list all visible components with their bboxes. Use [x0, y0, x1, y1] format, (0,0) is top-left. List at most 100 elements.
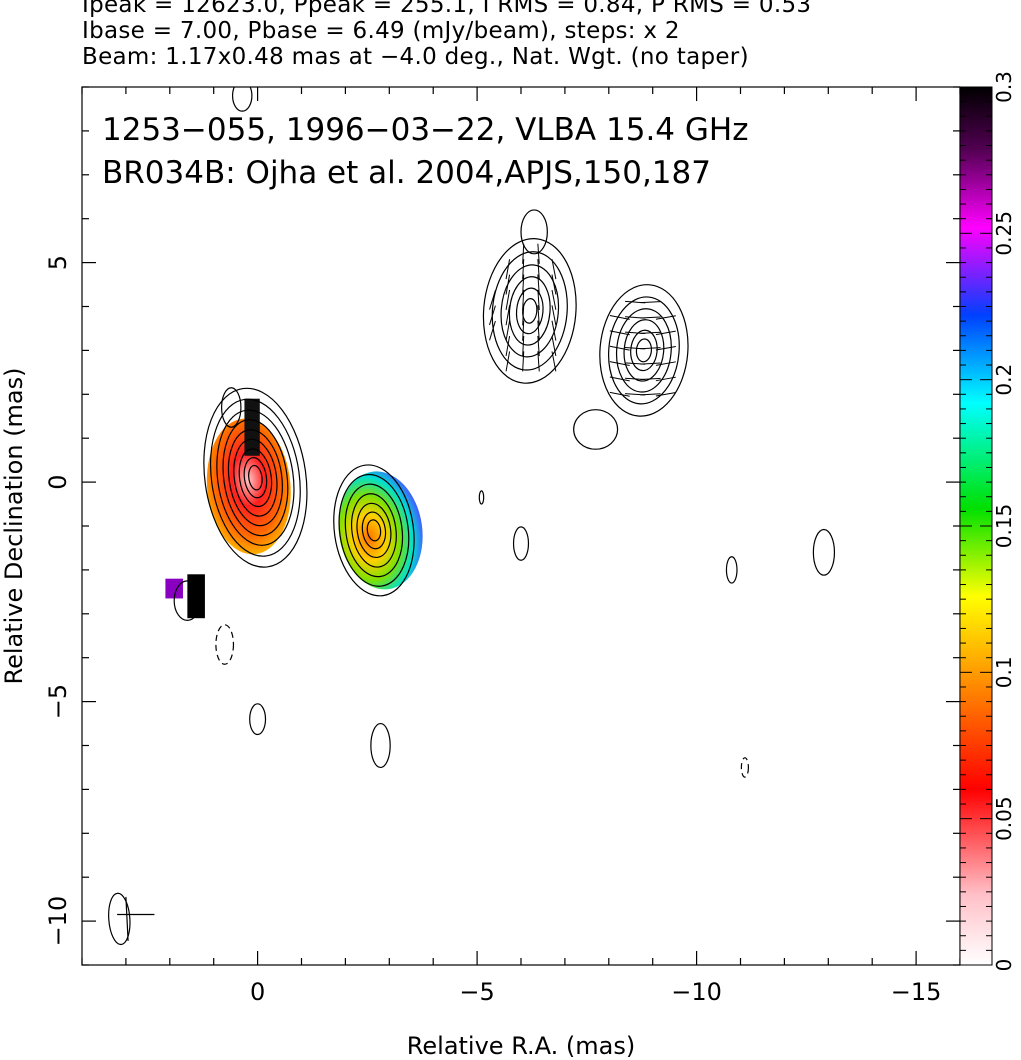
polarization-vector [522, 243, 525, 264]
noise-contour [249, 703, 267, 736]
polarization-vector [625, 393, 646, 396]
chart-subtitle: BR034B: Ojha et al. 2004,APJS,150,187 [102, 155, 711, 191]
polarization-vector [609, 391, 630, 397]
polarization-vector [522, 320, 525, 341]
fractional-polarization-colormap [165, 398, 423, 619]
y-tick-label: 5 [44, 255, 72, 270]
noise-contour [512, 526, 530, 561]
polarization-vector [537, 351, 540, 372]
core-edge-pixels [244, 398, 260, 456]
plot-frame [81, 86, 961, 966]
gap-pixels [165, 578, 183, 599]
total-intensity-contours [173, 87, 836, 778]
polarization-vector [625, 331, 646, 335]
knot-a-contour [500, 264, 560, 358]
polarization-vector [537, 320, 540, 341]
knot-a-contour [508, 276, 551, 346]
header-line-2: Ibase = 7.00, Pbase = 6.49 (mJy/beam), s… [82, 18, 680, 44]
polarization-vector [609, 361, 630, 366]
jet-contour [344, 483, 404, 578]
beam-major-axis [125, 896, 129, 941]
polarization-vector [537, 259, 540, 280]
polarization-vector [522, 289, 525, 311]
core-polarization-patch [206, 418, 291, 555]
core-contour [233, 438, 278, 517]
polarization-vector [655, 315, 676, 320]
polarization-vector [655, 392, 676, 397]
polarization-vector [609, 376, 630, 382]
polarization-vector [551, 320, 557, 341]
polarization-vector [551, 351, 557, 372]
x-axis-label: Relative R.A. (mas) [407, 1032, 635, 1060]
polarization-vector [625, 362, 646, 365]
noise-contour [215, 624, 235, 665]
polarization-vector [537, 274, 540, 295]
knot-b-contour [608, 296, 680, 405]
knot-a-contour [522, 298, 538, 324]
core-contour [227, 429, 283, 527]
polarization-vector [609, 345, 630, 351]
polarization-vector [522, 274, 525, 295]
core-contour [222, 419, 289, 537]
polarization-vector [551, 274, 557, 295]
jet-contour [356, 502, 392, 559]
noise-contour [231, 87, 253, 112]
polarization-vector [625, 377, 646, 381]
header-line-3: Beam: 1.17x0.48 mas at −4.0 deg., Nat. W… [82, 44, 749, 70]
core-contour [216, 409, 295, 546]
jet-contour [333, 464, 415, 597]
jet-contour [338, 473, 410, 587]
polarization-vector [609, 315, 630, 320]
polarization-vector [489, 290, 496, 310]
polarization-vector [522, 351, 525, 372]
knot-b-contour [630, 329, 658, 372]
x-tick-label: −10 [671, 978, 722, 1006]
polarization-vector [609, 330, 630, 336]
polarization-vector [551, 259, 557, 280]
chart-title: 1253−055, 1996−03−22, VLBA 15.4 GHz [102, 112, 748, 148]
polarization-vector [489, 305, 496, 326]
polarization-vectors [489, 243, 676, 397]
core-contour [238, 448, 273, 508]
gap-pixels [187, 574, 205, 619]
polarization-vector [655, 361, 676, 366]
beam-shape [108, 892, 131, 946]
knot-b-contour [623, 319, 665, 382]
jet-contour [361, 511, 387, 550]
polarization-vector [505, 289, 511, 310]
x-tick-label: −15 [891, 978, 942, 1006]
x-tick-label: −5 [459, 978, 494, 1006]
polarization-vector [505, 351, 511, 372]
y-axis-label: Relative Declination (mas) [0, 367, 28, 684]
knot-b-contour [599, 284, 689, 417]
colorbar-label: 0.15 [992, 504, 1016, 549]
noise-contour [221, 387, 242, 428]
colorbar-label: 0.2 [992, 364, 1016, 396]
x-tick-label: 0 [250, 978, 265, 1006]
axis-ticks [81, 86, 961, 966]
colorbar-label: 0.3 [992, 71, 1016, 103]
polarization-vector [655, 330, 676, 336]
core-contour [209, 398, 301, 557]
polarization-vector [551, 305, 557, 326]
knot-b-extension-contour [573, 409, 619, 450]
core-contour [248, 464, 263, 491]
colorbar-ticks [960, 86, 992, 966]
beam-ellipse [108, 892, 155, 946]
polarization-vector [537, 243, 540, 264]
header-line-1: Ipeak = 12623.0, Ppeak = 255.1, I RMS = … [82, 0, 812, 18]
core-contour [203, 387, 308, 568]
polarization-vector [655, 345, 676, 351]
polarization-vector [537, 289, 540, 311]
knot-a-extension-contour [520, 209, 548, 255]
noise-contour [740, 757, 750, 778]
polarization-vector [537, 335, 540, 357]
polarization-vector [522, 335, 525, 357]
noise-contour [478, 490, 485, 505]
colorbar-label: 0.05 [992, 796, 1016, 841]
colorbar-labels: 0 0.05 0.1 0.15 0.2 0.25 0.3 [992, 71, 1016, 971]
polarization-vector [655, 376, 676, 382]
y-tick-label: −10 [44, 896, 72, 947]
polarization-vector [505, 274, 511, 295]
